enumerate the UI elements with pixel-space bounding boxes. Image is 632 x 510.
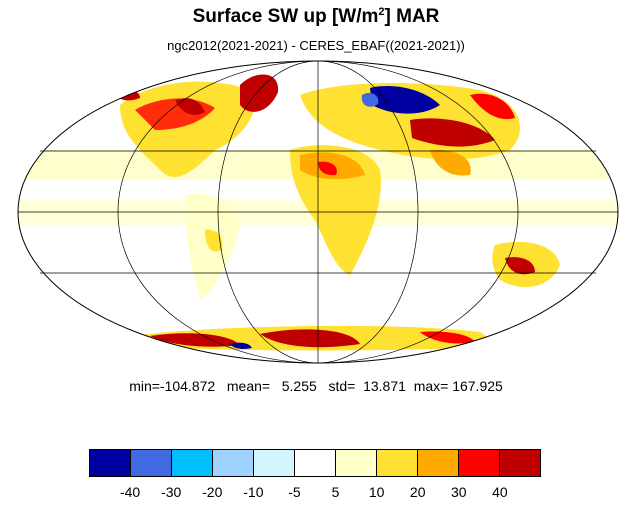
siberia-negative-edge (361, 92, 379, 107)
title-text: Surface SW up [W/m (192, 6, 379, 27)
globe-outline (17, 60, 619, 364)
antarctica-east-anomaly (420, 331, 475, 344)
colorbar-ticks: -40 -30 -20 -10 -5 5 10 20 30 40 (0, 484, 632, 502)
colorbar-swatch (459, 450, 500, 476)
brazil-anomaly (205, 229, 223, 252)
colorbar-swatch (295, 450, 336, 476)
colorbar-swatch (500, 450, 540, 476)
colorbar-swatch (254, 450, 295, 476)
siberia-negative (370, 85, 440, 114)
colorbar-tick-label: 5 (331, 484, 340, 500)
canada-core (175, 98, 205, 115)
colorbar-tick-label: 40 (492, 484, 508, 500)
central-asia-anomaly (410, 118, 495, 147)
colorbar-swatch (90, 450, 131, 476)
colorbar-tick-label: -40 (119, 484, 141, 500)
stat-min: min=-104.872 (129, 378, 216, 394)
africa-field (290, 145, 381, 275)
colorbar-swatch (418, 450, 459, 476)
australia-anomaly (505, 257, 535, 275)
tibet-anomaly (430, 149, 471, 176)
colorbar-tick-label: -5 (288, 484, 301, 500)
stat-max: max= 167.925 (413, 378, 503, 394)
colorbar-tick-label: 10 (368, 484, 385, 500)
colorbar-tick-label: -10 (243, 484, 264, 500)
sahara-core (318, 161, 337, 176)
title-tail: ] MAR (384, 6, 440, 27)
east-siberia-anomaly (470, 93, 515, 120)
alaska-anomaly (112, 87, 140, 101)
stat-std: std= 13.871 (328, 378, 406, 394)
summary-statistics: min=-104.872 mean= 5.255 std= 13.871 max… (0, 378, 632, 394)
map-title: Surface SW up [W/m2] MAR (0, 6, 632, 28)
colorbar (89, 449, 541, 477)
antarctica-negative (230, 342, 252, 349)
map-subtitle: ngc2012(2021-2021) - CERES_EBAF((2021-20… (167, 38, 465, 53)
colorbar-tick-label: -30 (161, 484, 182, 500)
colorbar-swatch (336, 450, 377, 476)
colorbar-swatch (377, 450, 418, 476)
colorbar-swatch (131, 450, 172, 476)
stat-mean: mean= 5.255 (226, 378, 317, 394)
colorbar-tick-label: -20 (202, 484, 223, 500)
antarctica-central-anomaly (260, 329, 360, 348)
title-superscript: 2 (378, 6, 385, 18)
colorbar-tick-label: 30 (451, 484, 467, 500)
colorbar-swatch (172, 450, 213, 476)
colorbar-tick-label: 20 (409, 484, 426, 500)
colorbar-swatch (213, 450, 254, 476)
antarctica-west-anomaly (150, 333, 240, 347)
